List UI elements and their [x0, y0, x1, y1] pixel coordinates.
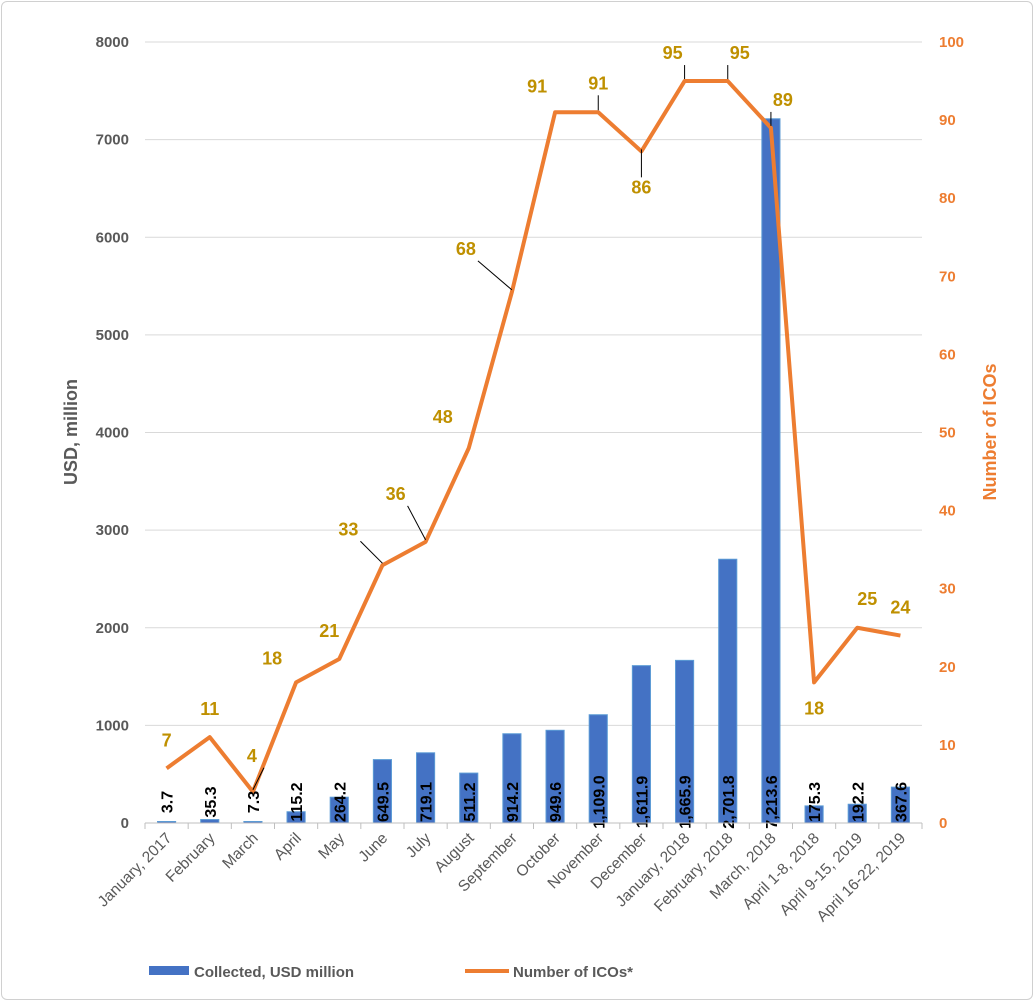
line-data-label: 89 [773, 90, 793, 110]
left-y-axis: 0 1000 2000 3000 4000 5000 6000 7000 8000 [96, 34, 129, 832]
label-leader [407, 505, 427, 541]
line-data-label: 21 [319, 621, 339, 641]
gridlines [145, 41, 922, 824]
bar-data-label: 1,665.9 [678, 775, 695, 828]
line-data-label: 11 [200, 699, 219, 719]
legend-bar-label: Collected, USD million [194, 964, 354, 981]
line-data-label: 36 [386, 484, 406, 504]
y-tick-label: 4000 [96, 425, 129, 442]
x-tick-label: July [403, 830, 435, 862]
y2-tick-label: 100 [939, 34, 964, 51]
bar-data-label: 914.2 [505, 782, 522, 822]
bar-data-label: 7,213.6 [764, 775, 781, 828]
bar-data-labels: 3.7 35.3 7.3 115.2 264.2 649.5 719.1 511.2 914.2… [160, 775, 911, 828]
bar-data-label: 115.2 [289, 782, 306, 821]
bar-data-label: 35.3 [203, 786, 220, 817]
line-data-label: 95 [663, 43, 683, 63]
y-tick-label: 5000 [96, 327, 129, 344]
y-tick-label: 3000 [96, 522, 129, 539]
y-tick-label: 8000 [96, 34, 129, 51]
legend-bar-swatch [149, 966, 189, 975]
left-axis-title: USD, million [61, 379, 81, 485]
bar-data-label: 511.2 [462, 782, 479, 821]
y2-tick-label: 40 [939, 503, 956, 520]
line-data-label: 18 [262, 648, 282, 668]
bar [200, 819, 220, 824]
bar-data-label: 1,109.0 [591, 775, 608, 828]
y2-tick-label: 80 [939, 190, 956, 207]
bar-data-label: 1,611.9 [634, 776, 651, 829]
line-data-label: 91 [527, 76, 547, 96]
x-tick-label: April 1-8, 2018 [740, 830, 823, 913]
label-leader [477, 260, 513, 291]
line-data-label: 18 [804, 698, 824, 718]
bar-data-label: 175.3 [807, 782, 824, 822]
x-tick-label: March [219, 830, 261, 872]
line-data-label: 95 [730, 43, 750, 63]
y2-tick-label: 10 [939, 737, 956, 754]
line-data-label: 33 [338, 519, 358, 539]
bar-data-label: 649.5 [375, 782, 392, 822]
x-tick-label: January, 2017 [95, 830, 176, 911]
y-tick-label: 1000 [96, 717, 129, 734]
y2-tick-label: 60 [939, 346, 956, 363]
bar-data-label: 2,701.8 [721, 775, 738, 828]
line-data-label: 24 [890, 598, 910, 618]
bar-data-label: 7.3 [246, 791, 263, 813]
line-series [165, 79, 901, 794]
y2-tick-label: 70 [939, 268, 956, 285]
line-data-label: 7 [162, 730, 172, 750]
x-tick-label: June [355, 830, 391, 866]
line-data-label: 25 [857, 589, 877, 609]
right-axis-title: Number of ICOs [980, 363, 1000, 500]
legend: Collected, USD million Number of ICOs* [149, 964, 633, 981]
x-tick-label: May [315, 830, 348, 863]
line-data-labels: 7 11 4 18 21 33 36 48 68 91 91 86 95 95 89 18 25 24 [162, 43, 910, 790]
bar-data-label: 264.2 [332, 782, 349, 822]
label-leader [360, 540, 383, 564]
y2-tick-label: 90 [939, 112, 956, 129]
bar-data-label: 192.2 [850, 782, 867, 822]
y2-tick-label: 30 [939, 581, 956, 598]
y-tick-label: 7000 [96, 132, 129, 149]
y-tick-label: 2000 [96, 620, 129, 637]
bar-data-label: 367.6 [893, 782, 910, 822]
x-tick-label: April [271, 830, 305, 864]
bar-data-label: 949.6 [548, 782, 565, 822]
line-path [165, 79, 901, 794]
y-tick-label: 0 [121, 815, 129, 832]
line-data-label: 48 [433, 407, 453, 427]
y2-tick-label: 20 [939, 659, 956, 676]
bar-data-label: 719.1 [419, 782, 436, 822]
right-y-axis: 0 10 20 30 40 50 60 70 80 90 100 [939, 34, 964, 832]
y2-tick-label: 50 [939, 425, 956, 442]
y2-tick-label: 0 [939, 815, 947, 832]
bar-series [157, 118, 910, 824]
line-data-label: 91 [588, 73, 608, 93]
bar-data-label: 3.7 [160, 791, 177, 813]
legend-line-label: Number of ICOs* [513, 964, 633, 981]
line-data-label: 4 [247, 746, 257, 766]
line-data-label: 86 [631, 177, 651, 197]
label-leader [252, 767, 265, 790]
line-data-label: 68 [456, 239, 476, 259]
y-tick-label: 6000 [96, 229, 129, 246]
